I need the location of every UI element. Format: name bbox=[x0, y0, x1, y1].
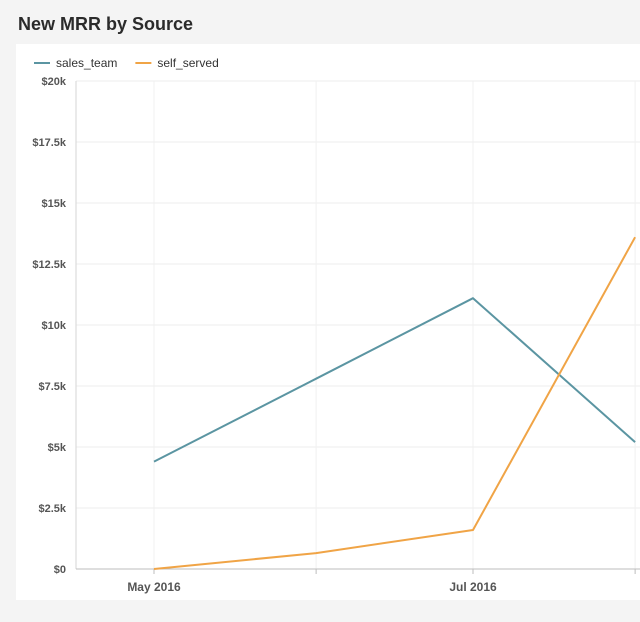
y-tick-label: $5k bbox=[48, 442, 67, 454]
x-tick-label: Jul 2016 bbox=[449, 580, 497, 594]
y-tick-label: $2.5k bbox=[38, 503, 66, 515]
y-tick-label: $15k bbox=[42, 198, 67, 210]
y-tick-label: $17.5k bbox=[32, 137, 67, 149]
legend-item-self-served[interactable]: self_served bbox=[135, 56, 219, 70]
line-chart: $0 $2.5k $5k $7.5k $10k $12.5k $15k $17.5k $20k M… bbox=[32, 56, 640, 594]
legend[interactable]: sales_team self_served bbox=[34, 56, 219, 70]
y-tick-label: $10k bbox=[42, 320, 67, 332]
y-tick-label: $12.5k bbox=[32, 259, 67, 271]
y-tick-label: $0 bbox=[54, 564, 66, 576]
legend-item-sales-team[interactable]: sales_team bbox=[34, 56, 117, 70]
axes: $0 $2.5k $5k $7.5k $10k $12.5k $15k $17.5k $20k M… bbox=[32, 76, 640, 594]
legend-label: self_served bbox=[157, 56, 218, 70]
y-tick-label: $20k bbox=[42, 76, 67, 88]
series-line-sales-team[interactable] bbox=[153, 297, 636, 463]
x-tick-label: May 2016 bbox=[127, 580, 181, 594]
legend-label: sales_team bbox=[56, 56, 117, 70]
series-line-self-served[interactable] bbox=[153, 236, 636, 570]
series bbox=[153, 236, 636, 570]
chart-card: $0 $2.5k $5k $7.5k $10k $12.5k $15k $17.5k $20k M… bbox=[16, 44, 640, 600]
y-tick-label: $7.5k bbox=[38, 381, 66, 393]
chart-title: New MRR by Source bbox=[18, 14, 194, 34]
grid bbox=[76, 80, 640, 569]
